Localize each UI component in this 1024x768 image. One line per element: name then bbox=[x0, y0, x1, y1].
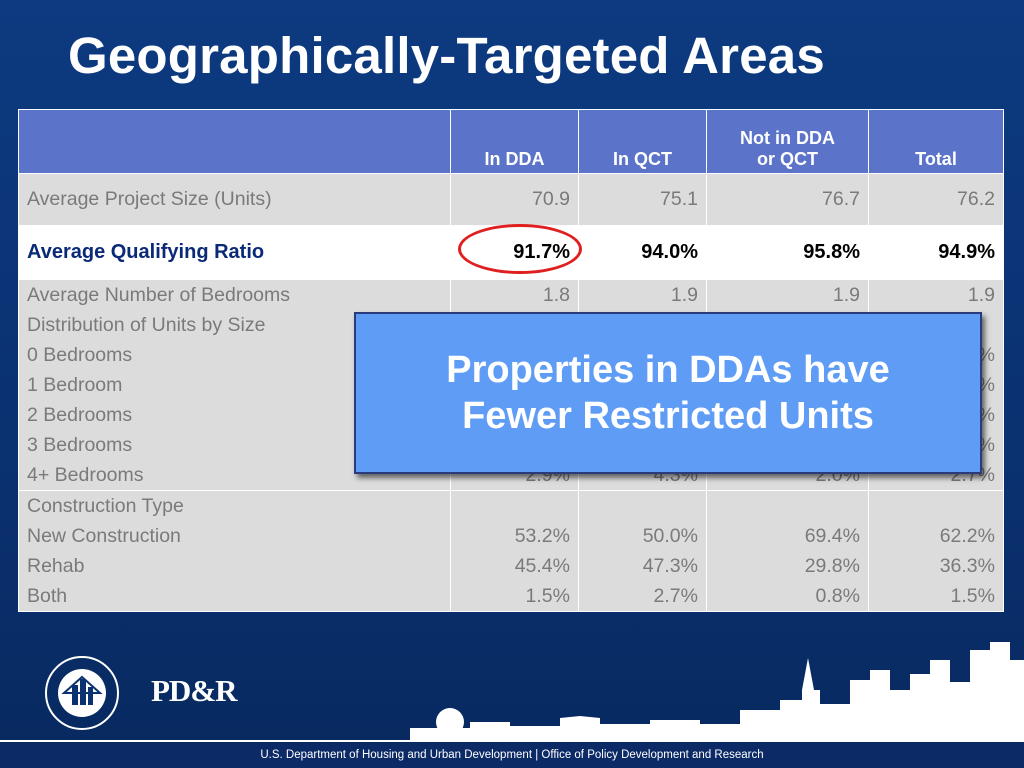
value: 2.7% bbox=[653, 585, 698, 607]
cell-in-qct: 75.1 bbox=[578, 173, 707, 226]
value: 1.9 bbox=[967, 284, 995, 306]
value: 1.8 bbox=[542, 284, 570, 306]
row-label: 4+ Bedrooms bbox=[27, 464, 144, 486]
table-row-project-size: Average Project Size (Units) 70.9 75.1 7… bbox=[18, 173, 1004, 226]
cell-not-dda-qct: 69.4% 29.8% 0.8% bbox=[706, 490, 869, 612]
row-label: Average Number of Bedrooms bbox=[27, 284, 291, 306]
footer-divider bbox=[0, 740, 1024, 742]
callout-box: Properties in DDAs have Fewer Restricted… bbox=[354, 312, 982, 474]
header-in-dda: In DDA bbox=[450, 109, 579, 174]
cell-total: 94.9% bbox=[868, 225, 1004, 280]
row-label: 3 Bedrooms bbox=[27, 434, 133, 456]
row-label: New Construction bbox=[27, 525, 181, 547]
cell-not-dda-qct: 95.8% bbox=[706, 225, 869, 280]
row-label: Rehab bbox=[27, 555, 85, 577]
value: 50.0% bbox=[642, 525, 698, 547]
value: 1.5% bbox=[950, 585, 995, 607]
value: 47.3% bbox=[642, 555, 698, 577]
cell-not-dda-qct: 76.7 bbox=[706, 173, 869, 226]
row-label: 1 Bedroom bbox=[27, 374, 123, 396]
value: 0.8% bbox=[815, 585, 860, 607]
cell-total: 76.2 bbox=[868, 173, 1004, 226]
cell-in-dda: 53.2% 45.4% 1.5% bbox=[450, 490, 579, 612]
value: 69.4% bbox=[804, 525, 860, 547]
header-not-in-dda-or-qct: Not in DDA or QCT bbox=[706, 109, 869, 174]
cell-in-qct: 50.0% 47.3% 2.7% bbox=[578, 490, 707, 612]
header-in-qct: In QCT bbox=[578, 109, 707, 174]
table-row-construction: Construction Type New Construction Rehab… bbox=[18, 490, 1004, 612]
value bbox=[877, 491, 995, 521]
footer-text: U.S. Department of Housing and Urban Dev… bbox=[0, 743, 1024, 768]
row-label: Construction Type bbox=[27, 495, 184, 517]
callout-line1: Properties in DDAs have bbox=[446, 349, 890, 391]
value bbox=[587, 491, 698, 521]
row-labels: Construction Type New Construction Rehab… bbox=[18, 490, 451, 612]
value: 1.5% bbox=[525, 585, 570, 607]
hud-seal-logo bbox=[45, 656, 119, 730]
pdr-logo: PD&R bbox=[151, 673, 238, 708]
header-not-dda-line2: or QCT bbox=[757, 149, 818, 169]
value: 1.9 bbox=[832, 284, 860, 306]
cell-in-qct: 94.0% bbox=[578, 225, 707, 280]
slide-title: Geographically-Targeted Areas bbox=[68, 27, 825, 84]
row-label: Distribution of Units by Size bbox=[27, 314, 266, 336]
header-total: Total bbox=[868, 109, 1004, 174]
highlight-circle bbox=[458, 224, 582, 274]
value bbox=[459, 491, 570, 521]
header-not-dda-line1: Not in DDA bbox=[740, 128, 835, 148]
value: 53.2% bbox=[514, 525, 570, 547]
header-blank bbox=[18, 109, 451, 174]
value: 45.4% bbox=[514, 555, 570, 577]
row-label: Average Project Size (Units) bbox=[18, 173, 451, 226]
row-label: Both bbox=[27, 585, 68, 607]
value bbox=[715, 491, 860, 521]
cell-total: 62.2% 36.3% 1.5% bbox=[868, 490, 1004, 612]
value: 62.2% bbox=[939, 525, 995, 547]
row-label: Average Qualifying Ratio bbox=[18, 225, 451, 280]
cell-in-dda: 70.9 bbox=[450, 173, 579, 226]
row-label: 2 Bedrooms bbox=[27, 404, 133, 426]
value: 29.8% bbox=[804, 555, 860, 577]
skyline-graphic bbox=[410, 642, 1024, 740]
table-header-row: In DDA In QCT Not in DDA or QCT Total bbox=[18, 109, 1004, 174]
row-label: 0 Bedrooms bbox=[27, 344, 133, 366]
value: 1.9 bbox=[670, 284, 698, 306]
callout-line2: Fewer Restricted Units bbox=[462, 395, 874, 437]
value: 36.3% bbox=[939, 555, 995, 577]
